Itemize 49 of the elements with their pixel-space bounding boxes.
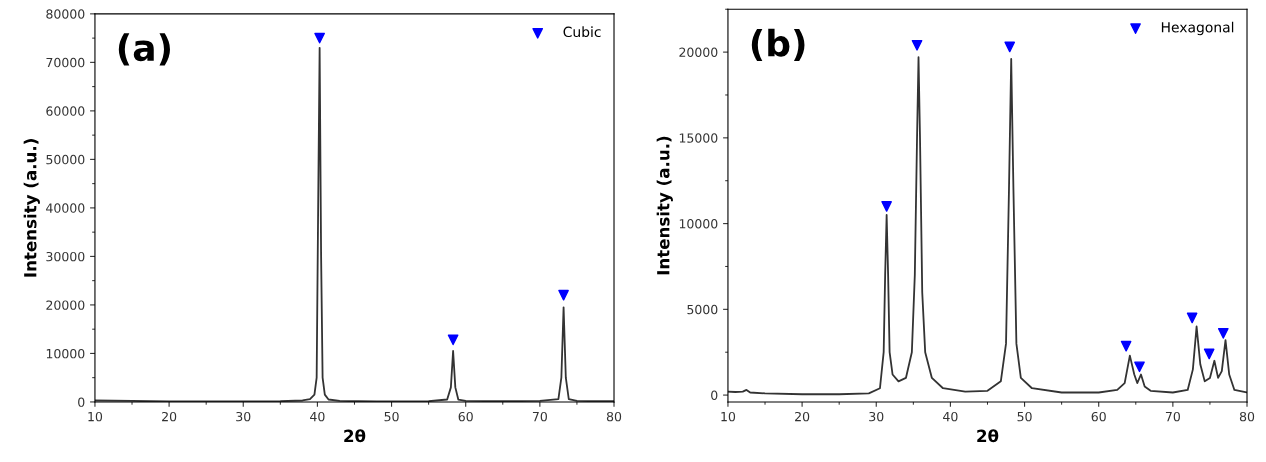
x-tick-label: 50 — [384, 411, 399, 422]
point — [314, 32, 325, 44]
y-tick-label: 10000 — [679, 219, 718, 229]
x-axis-title: 2θ — [344, 429, 366, 443]
x-tick-label: 10 — [88, 411, 103, 422]
y-tick-label: 60000 — [46, 106, 85, 116]
point — [1134, 361, 1145, 373]
y-tick-label: 20000 — [679, 47, 718, 58]
y-tick-label: 40000 — [46, 203, 85, 213]
x-tick-label: 60 — [1091, 411, 1106, 422]
x-tick-label: 40 — [310, 411, 325, 422]
x-tick-label: 10 — [721, 411, 736, 422]
legend-label: Hexagonal — [1161, 21, 1234, 36]
y-tick-label: 70000 — [46, 57, 85, 68]
point — [447, 334, 459, 346]
x-tick-label: 40 — [943, 411, 958, 422]
annotation: (b) — [751, 28, 805, 62]
x-axis-title: 2θ — [977, 429, 999, 443]
y-axis-title: Intensity (a.u.) — [23, 139, 40, 277]
x-tick-label: 20 — [162, 411, 177, 422]
x-tick-label: 30 — [236, 411, 251, 422]
x-tick-label: 70 — [1165, 411, 1180, 422]
point — [1186, 312, 1198, 324]
annotation: (a) — [118, 33, 170, 66]
y-tick-label: 20000 — [46, 300, 85, 310]
legend-label: Cubic — [563, 26, 601, 38]
x-tick-label: 60 — [458, 411, 473, 422]
y-tick-label: 30000 — [46, 251, 85, 262]
y-tick-label: 10000 — [46, 348, 85, 359]
point — [1120, 340, 1132, 352]
x-tick-label: 20 — [795, 411, 810, 422]
x-tick-label: 50 — [1017, 411, 1032, 422]
y-tick-label: 15000 — [679, 133, 718, 143]
point — [1203, 348, 1215, 360]
x-tick-label: 70 — [532, 411, 547, 422]
x-tick-label: 80 — [606, 411, 622, 422]
point — [1217, 327, 1229, 339]
point — [558, 289, 569, 301]
y-tick-label: 0 — [711, 390, 718, 401]
y-axis-title: Intensity (a.u.) — [656, 136, 673, 275]
y-tick-label: 0 — [78, 397, 85, 407]
point — [1004, 41, 1016, 53]
y-tick-label: 5000 — [687, 304, 718, 315]
x-tick-label: 30 — [869, 411, 884, 422]
x-tick-label: 80 — [1239, 411, 1255, 422]
point — [911, 39, 923, 51]
y-tick-label: 50000 — [46, 154, 85, 165]
y-tick-label: 80000 — [46, 9, 85, 19]
point — [881, 201, 892, 212]
